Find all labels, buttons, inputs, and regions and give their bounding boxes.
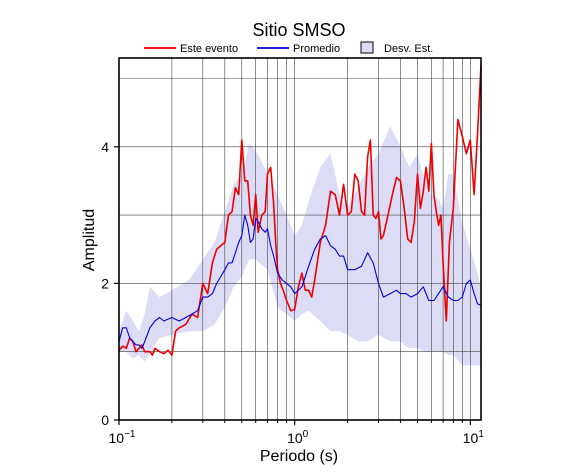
y-tick-label: 4: [101, 139, 109, 155]
y-axis-label: Amplitud: [81, 209, 98, 271]
legend-label: Desv. Est.: [384, 43, 433, 55]
legend-swatch-patch: [360, 41, 374, 54]
legend: Este evento Promedio Desv. Est.: [144, 41, 433, 55]
x-tick-label: 10−1: [109, 429, 136, 446]
chart-title: Sitio SMSO: [252, 20, 345, 40]
plot-area: 0 2 4 10−1 100 101: [101, 57, 485, 446]
y-tick-label: 2: [101, 275, 109, 291]
plot-frame: [118, 57, 482, 421]
series-promedio-line: [118, 214, 482, 349]
x-tick-label: 100: [287, 429, 309, 446]
legend-label: Promedio: [293, 43, 340, 55]
legend-label: Este evento: [180, 43, 238, 55]
x-axis-label: Periodo (s): [260, 448, 338, 465]
x-tick-label: 101: [463, 429, 485, 446]
std-dev-band: [119, 126, 481, 366]
y-tick-label: 0: [101, 412, 109, 428]
